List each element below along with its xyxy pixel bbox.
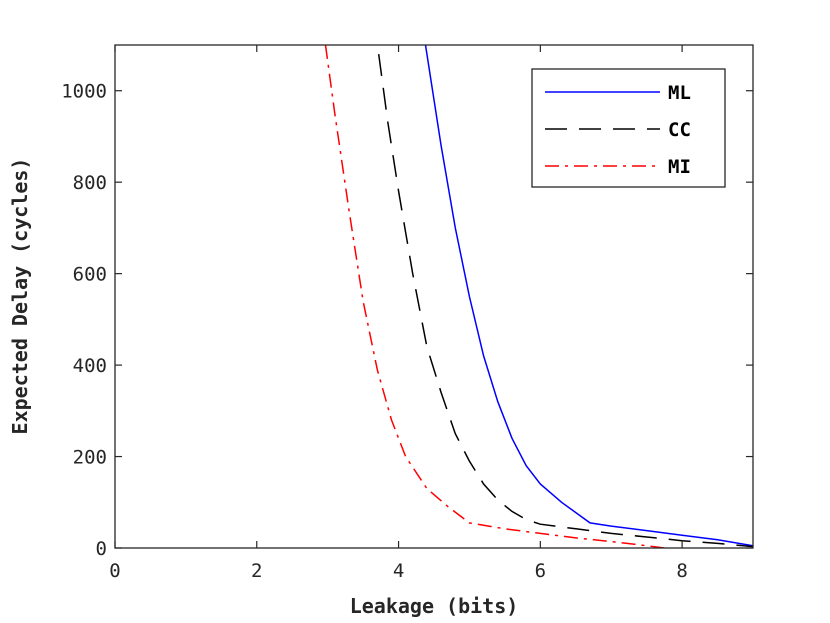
series-layer <box>324 45 753 548</box>
legend: ML CC MI <box>531 68 726 188</box>
legend-label-mi: MI <box>668 156 691 178</box>
x-tick-label: 6 <box>535 560 546 582</box>
axes-box <box>114 44 754 549</box>
legend-label-ml: ML <box>668 82 691 104</box>
y-axis-title: Expected Delay (cycles) <box>8 158 32 435</box>
series-line-ml <box>424 45 753 547</box>
x-tick-label: 0 <box>109 560 120 582</box>
x-tick-label: 8 <box>676 560 687 582</box>
x-axis-title: Leakage (bits) <box>350 594 519 618</box>
y-tick-label: 1000 <box>61 81 107 103</box>
y-tick-label: 800 <box>73 172 107 194</box>
y-tick-label: 0 <box>96 538 107 560</box>
series-line-cc <box>377 54 753 548</box>
legend-box <box>531 68 726 188</box>
x-tick-label: 4 <box>393 560 404 582</box>
ticks-layer: 0 2 4 6 8 0 200 400 600 800 1000 <box>61 45 753 582</box>
legend-label-cc: CC <box>668 119 691 141</box>
y-tick-label: 400 <box>73 355 107 377</box>
x-tick-label: 2 <box>251 560 262 582</box>
y-tick-label: 600 <box>73 264 107 286</box>
series-line-mi <box>324 45 665 548</box>
y-tick-label: 200 <box>73 447 107 469</box>
